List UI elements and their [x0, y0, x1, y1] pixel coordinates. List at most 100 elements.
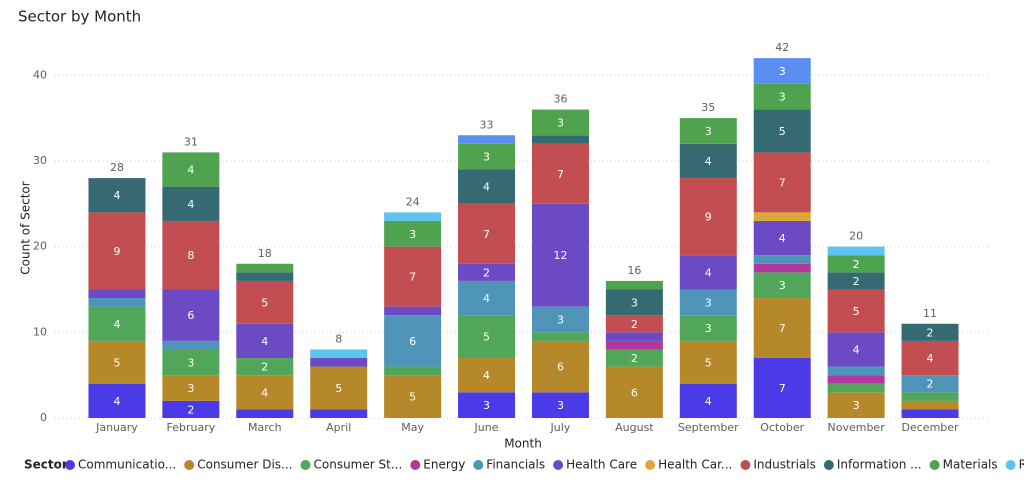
- data-label: 5: [261, 296, 268, 309]
- legend-label: Industrials: [753, 458, 816, 472]
- data-label: 4: [483, 369, 490, 382]
- bar-segment: [162, 152, 220, 187]
- bar-segment: [310, 349, 368, 359]
- legend-label: Real Estate: [1019, 458, 1024, 472]
- bar-segment: [531, 109, 589, 136]
- y-tick-label: 30: [33, 154, 47, 167]
- x-tick-label: January: [95, 421, 138, 434]
- bar-segment: [458, 280, 516, 316]
- bar-segment: [827, 272, 885, 290]
- bar-segment: [753, 358, 811, 418]
- data-label: 7: [483, 228, 490, 241]
- bar-segment: [236, 263, 294, 273]
- bar-segment: [827, 289, 885, 333]
- bar-segment: [827, 375, 885, 384]
- data-label: 12: [553, 249, 567, 262]
- chart-title: Sector by Month: [18, 8, 141, 26]
- x-tick-label: August: [615, 421, 654, 434]
- bar-segment: [88, 212, 146, 290]
- bar-segment: [531, 203, 589, 307]
- bar-segment: [458, 169, 516, 204]
- data-label: 4: [187, 198, 194, 211]
- bar-segment: [88, 306, 146, 341]
- legend-label: Energy: [423, 458, 465, 472]
- bar-segment: [679, 289, 737, 316]
- x-tick-label: March: [248, 421, 282, 434]
- bar-segment: [605, 280, 663, 290]
- bar-segment: [384, 315, 442, 367]
- data-label: 2: [631, 318, 638, 331]
- bar-segment: [458, 358, 516, 393]
- data-label: 2: [261, 361, 268, 374]
- bar-segment: [384, 366, 442, 376]
- bar-segment: [88, 178, 146, 213]
- bar-segment: [753, 152, 811, 213]
- x-tick-label: April: [326, 421, 351, 434]
- data-label: 4: [261, 386, 268, 399]
- data-label: 5: [779, 125, 786, 138]
- bar-segment: [827, 366, 885, 376]
- legend-marker: [65, 460, 75, 470]
- bar-segment: [310, 358, 368, 367]
- bar-segment: [458, 203, 516, 264]
- bar-segment: [753, 58, 811, 84]
- total-label: 36: [553, 93, 567, 106]
- bar-segment: [162, 349, 220, 376]
- bar-segment: [236, 409, 294, 418]
- legend-marker: [300, 460, 311, 470]
- data-label: 4: [113, 318, 120, 331]
- bar-segment: [901, 392, 959, 401]
- bar-segment: [384, 220, 442, 247]
- x-tick-label: November: [828, 421, 886, 434]
- total-label: 31: [184, 135, 198, 148]
- bar-segment: [827, 255, 885, 273]
- data-label: 3: [705, 125, 712, 138]
- bar-segment: [531, 340, 589, 393]
- data-label: 3: [779, 65, 786, 78]
- bar-segment: [827, 246, 885, 256]
- bar-segment: [901, 400, 959, 410]
- bar-segment: [679, 178, 737, 256]
- bar-segment: [310, 409, 368, 418]
- data-label: 4: [113, 395, 120, 408]
- total-label: 33: [480, 118, 494, 131]
- bar-segment: [753, 212, 811, 221]
- bar-segment: [236, 375, 294, 410]
- total-label: 20: [849, 230, 863, 243]
- data-label: 4: [483, 181, 490, 194]
- data-label: 3: [631, 296, 638, 309]
- bar-segment: [605, 332, 663, 341]
- bar-segment: [458, 392, 516, 418]
- data-label: 2: [853, 258, 860, 271]
- y-axis-title: Count of Sector: [19, 181, 33, 274]
- data-label: 5: [113, 356, 120, 369]
- data-label: 7: [557, 168, 564, 181]
- bar-segment: [531, 135, 589, 144]
- legend-label: Consumer St...: [314, 458, 403, 472]
- total-label: 24: [406, 195, 420, 208]
- data-label: 9: [113, 245, 120, 258]
- data-label: 3: [483, 399, 490, 412]
- bar-segment: [384, 375, 442, 418]
- bar-segment: [605, 366, 663, 418]
- bar-segment: [753, 272, 811, 299]
- total-label: 11: [923, 307, 937, 320]
- data-label: 4: [779, 232, 786, 245]
- bar-segment: [753, 220, 811, 256]
- bar-segment: [827, 383, 885, 393]
- x-tick-label: September: [678, 421, 739, 434]
- bar-segment: [531, 143, 589, 204]
- data-label: 4: [853, 343, 860, 356]
- data-label: 3: [705, 322, 712, 335]
- legend-label: Health Care: [566, 458, 637, 472]
- bar-segment: [901, 409, 959, 418]
- legend-marker: [645, 460, 656, 470]
- legend-marker: [473, 460, 484, 470]
- total-label: 8: [335, 332, 342, 345]
- legend-marker: [823, 460, 834, 470]
- data-label: 3: [705, 296, 712, 309]
- bar-segment: [605, 340, 663, 350]
- data-label: 3: [557, 116, 564, 129]
- data-label: 7: [779, 382, 786, 395]
